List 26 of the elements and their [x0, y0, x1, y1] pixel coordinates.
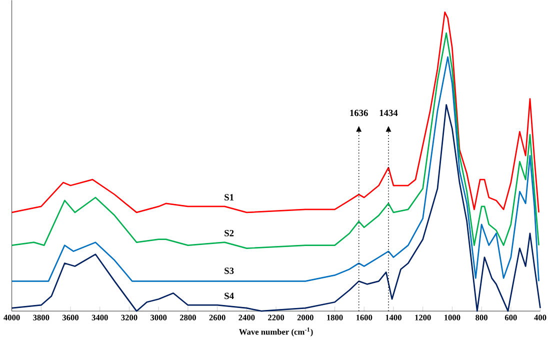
x-tick-label: 3000	[150, 314, 167, 320]
x-tick-label: 1200	[415, 314, 431, 320]
x-tick-label: 1000	[444, 314, 460, 320]
x-tick-label: 3600	[62, 314, 79, 320]
x-tick-label: 3400	[92, 314, 108, 320]
x-tick-label: 400	[534, 314, 546, 320]
x-tick-label: 2400	[238, 314, 255, 320]
x-tick-label: 3200	[121, 314, 138, 320]
ref-line-label: 1636	[350, 110, 368, 116]
x-tick-label: 2200	[268, 314, 284, 320]
series-label: S4	[224, 292, 234, 300]
series-label: S3	[224, 268, 234, 274]
x-tick-label: 800	[476, 314, 488, 320]
x-tick-label: 4000	[4, 314, 20, 320]
x-tick-label: 600	[504, 314, 517, 320]
x-tick-label: 2600	[209, 314, 226, 320]
x-tick-label: 3800	[33, 314, 50, 320]
ref-line-label: 1434	[380, 110, 398, 116]
x-axis-title: Wave number (cm$^{-1}$)	[239, 328, 313, 336]
x-tick-label: 1600	[356, 314, 372, 320]
x-tick-label: 1400	[386, 314, 402, 320]
x-tick-label: 2000	[297, 314, 314, 320]
series-label: S1	[224, 194, 234, 200]
x-tick-label: 1800	[327, 314, 343, 320]
series-label: S2	[224, 230, 234, 236]
x-tick-label: 2800	[180, 314, 196, 320]
